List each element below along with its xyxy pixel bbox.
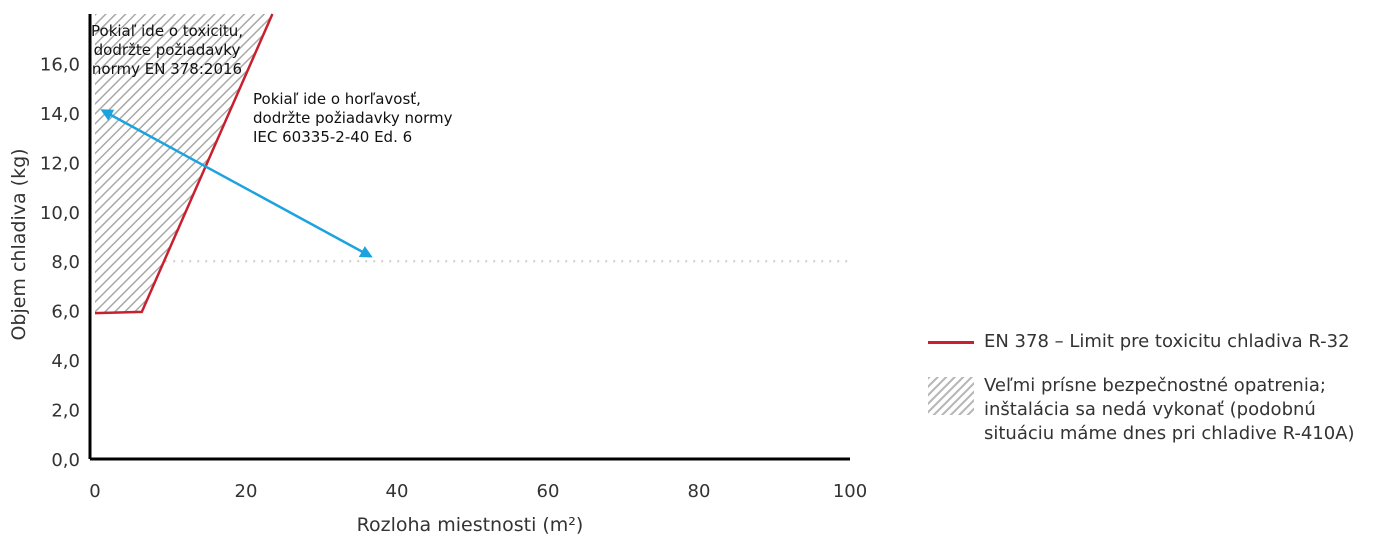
y-axis-label: Objem chladiva (kg) bbox=[8, 148, 30, 340]
annotation-flammability: dodržte požiadavky normy bbox=[253, 109, 453, 127]
legend-line-swatch bbox=[928, 341, 974, 344]
y-tick-label: 12,0 bbox=[40, 153, 80, 174]
x-tick-label: 80 bbox=[688, 481, 711, 502]
annotation-flammability: Pokiaľ ide o horľavosť, bbox=[253, 90, 421, 108]
annotation-toxicity: normy EN 378:2016 bbox=[92, 60, 242, 78]
double-arrow bbox=[100, 109, 373, 258]
x-axis-label: Rozloha miestnosti (m²) bbox=[357, 514, 584, 536]
y-tick-label: 8,0 bbox=[51, 252, 80, 273]
legend-text-line: situáciu máme dnes pri chladive R-410A) bbox=[984, 423, 1355, 444]
legend-item-hatched-zone: Veľmi prísne bezpečnostné opatrenia; inš… bbox=[928, 374, 1368, 446]
legend-text-line: EN 378 – Limit pre toxicitu chladiva R-3… bbox=[984, 331, 1350, 352]
legend-label-toxicity-limit: EN 378 – Limit pre toxicitu chladiva R-3… bbox=[984, 330, 1350, 354]
legend-text-line: inštalácia sa nedá vykonať (podobnú bbox=[984, 399, 1316, 420]
x-tick-label: 100 bbox=[833, 481, 867, 502]
y-tick-label: 6,0 bbox=[51, 302, 80, 323]
annotation-toxicity: dodržte požiadavky bbox=[94, 41, 241, 59]
y-tick-label: 14,0 bbox=[40, 104, 80, 125]
legend-item-toxicity-limit: EN 378 – Limit pre toxicitu chladiva R-3… bbox=[928, 330, 1368, 354]
x-tick-label: 60 bbox=[537, 481, 560, 502]
y-tick-label: 16,0 bbox=[40, 54, 80, 75]
legend-text-line: Veľmi prísne bezpečnostné opatrenia; bbox=[984, 375, 1326, 396]
x-tick-label: 20 bbox=[235, 481, 258, 502]
x-tick-label: 0 bbox=[89, 481, 100, 502]
annotation-toxicity: Pokiaľ ide o toxicitu, bbox=[91, 22, 243, 40]
y-tick-label: 0,0 bbox=[51, 450, 80, 471]
legend-label-hatched-zone: Veľmi prísne bezpečnostné opatrenia; inš… bbox=[984, 374, 1355, 446]
y-tick-label: 10,0 bbox=[40, 203, 80, 224]
y-tick-label: 4,0 bbox=[51, 351, 80, 372]
legend-hatch-swatch bbox=[928, 377, 974, 415]
legend: EN 378 – Limit pre toxicitu chladiva R-3… bbox=[928, 330, 1368, 466]
y-tick-label: 2,0 bbox=[51, 401, 80, 422]
annotation-flammability: IEC 60335-2-40 Ed. 6 bbox=[253, 128, 412, 146]
x-tick-label: 40 bbox=[386, 481, 409, 502]
